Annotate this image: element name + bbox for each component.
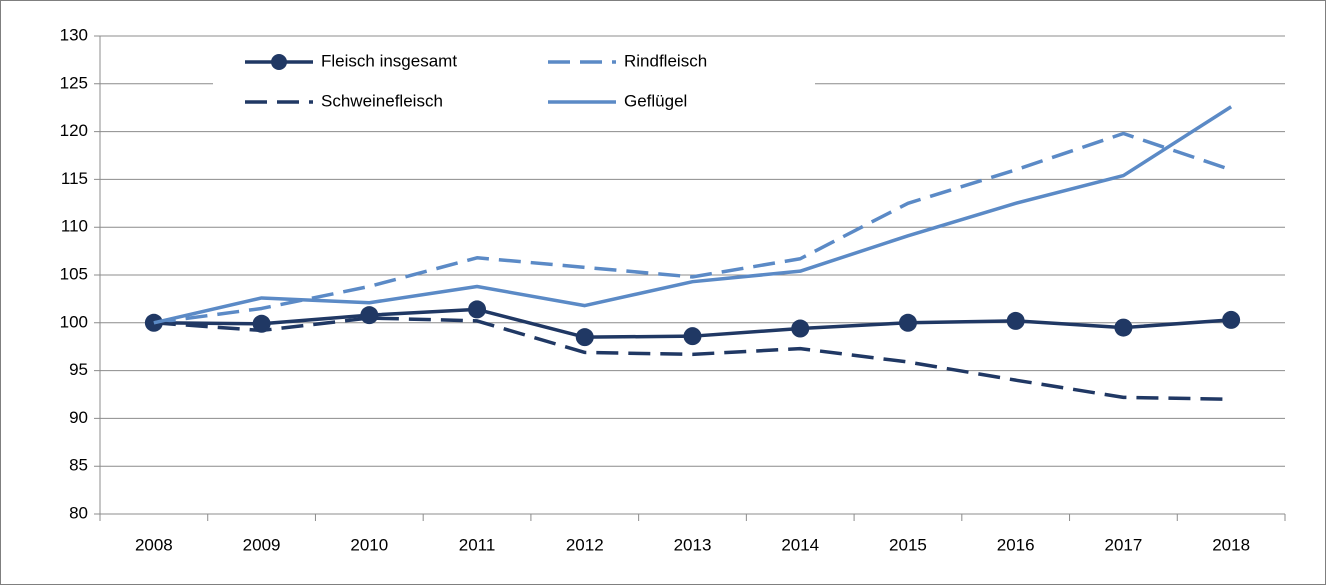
data-point xyxy=(360,306,379,325)
y-tick-label: 125 xyxy=(60,73,88,92)
data-point xyxy=(468,300,487,319)
y-tick-label: 95 xyxy=(69,360,88,379)
data-point xyxy=(898,313,917,332)
x-tick-label: 2015 xyxy=(889,535,927,554)
legend-box xyxy=(213,46,815,120)
y-tick-label: 105 xyxy=(60,264,88,283)
series-line xyxy=(153,316,1232,402)
legend-label: Fleisch insgesamt xyxy=(321,51,457,70)
series-line xyxy=(153,105,1233,325)
data-point xyxy=(1222,310,1241,329)
y-tick-label: 90 xyxy=(69,408,88,427)
y-tick-label: 80 xyxy=(69,503,88,522)
x-tick-label: 2009 xyxy=(243,535,281,554)
data-point xyxy=(683,327,702,346)
legend-marker xyxy=(271,54,287,70)
y-tick-label: 110 xyxy=(61,217,88,236)
legend-label: Geflügel xyxy=(624,91,687,110)
legend-label: Rindfleisch xyxy=(624,51,707,70)
y-tick-label: 115 xyxy=(61,169,88,188)
x-tick-label: 2012 xyxy=(566,535,604,554)
x-tick-label: 2008 xyxy=(135,535,173,554)
data-point xyxy=(1114,318,1133,337)
x-tick-label: 2016 xyxy=(997,535,1035,554)
x-tick-label: 2010 xyxy=(350,535,388,554)
x-tick-label: 2011 xyxy=(459,535,496,554)
legend-label: Schweinefleisch xyxy=(321,91,443,110)
data-point xyxy=(791,319,810,338)
y-tick-label: 120 xyxy=(60,121,88,140)
x-tick-label: 2017 xyxy=(1104,535,1142,554)
data-point xyxy=(575,328,594,347)
series-line xyxy=(153,131,1232,325)
x-tick-label: 2018 xyxy=(1212,535,1250,554)
x-tick-label: 2013 xyxy=(674,535,712,554)
x-tick-label: 2014 xyxy=(781,535,819,554)
y-tick-label: 100 xyxy=(60,312,88,331)
y-tick-label: 85 xyxy=(69,456,88,475)
data-point xyxy=(1006,311,1025,330)
y-tick-label: 130 xyxy=(60,25,88,44)
